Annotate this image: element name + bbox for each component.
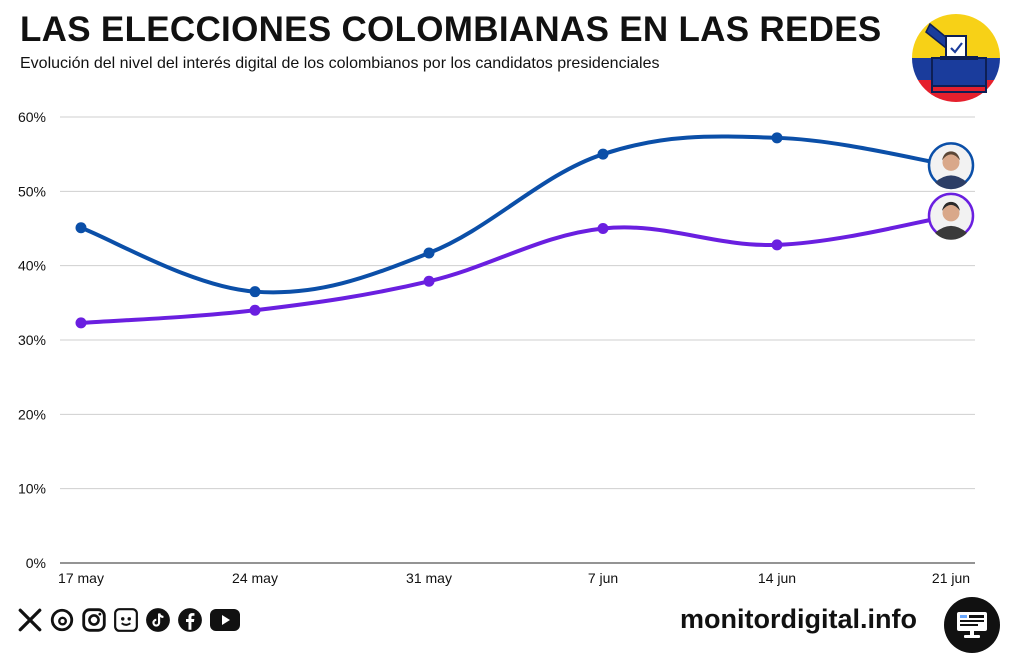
data-point[interactable]: [771, 132, 783, 144]
data-point[interactable]: [423, 275, 435, 287]
y-tick-label: 50%: [18, 183, 46, 199]
ballot-box-icon: [912, 14, 1000, 102]
y-tick-label: 10%: [18, 481, 46, 497]
x-tick-label: 24 may: [232, 570, 278, 586]
data-point[interactable]: [249, 286, 261, 298]
y-tick-label: 0%: [26, 555, 46, 571]
tiktok-icon[interactable]: [144, 606, 172, 634]
bluesky-icon[interactable]: [112, 606, 140, 634]
x-tick-label: 14 jun: [758, 570, 796, 586]
site-url[interactable]: monitordigital.info: [680, 604, 917, 634]
y-tick-label: 20%: [18, 406, 46, 422]
series-line: [79, 213, 953, 325]
chart-subtitle: Evolución del nivel del interés digital …: [20, 55, 660, 72]
instagram-icon[interactable]: [80, 606, 108, 634]
youtube-icon[interactable]: [208, 606, 242, 634]
data-point[interactable]: [771, 239, 783, 251]
x-icon[interactable]: [16, 606, 44, 634]
data-point[interactable]: [597, 223, 609, 234]
social-icons: [16, 606, 242, 634]
facebook-icon[interactable]: [176, 606, 204, 634]
x-tick-label: 7 jun: [588, 570, 618, 586]
axis-ticks: 0% 10% 20% 30% 40% 50% 60% 17 may 24 may 31 may 7 …: [18, 109, 970, 586]
data-point[interactable]: [597, 148, 609, 160]
series-line: [79, 134, 953, 295]
data-point[interactable]: [75, 317, 87, 329]
candidate-photo-icon: [927, 142, 975, 190]
line-chart: 0% 10% 20% 30% 40% 50% 60% 17 may 24 may 31 may 7 …: [18, 109, 975, 586]
gridlines: [60, 116, 975, 564]
data-point[interactable]: [75, 222, 87, 234]
x-tick-label: 31 may: [406, 570, 452, 586]
series: [75, 132, 975, 329]
data-point[interactable]: [249, 304, 261, 316]
x-tick-label: 17 may: [58, 570, 104, 586]
monitor-icon: [944, 597, 1000, 653]
data-point[interactable]: [423, 247, 435, 259]
candidate-photo-icon: [927, 192, 975, 240]
chart-title: LAS ELECCIONES COLOMBIANAS EN LAS REDES: [20, 10, 882, 49]
threads-icon[interactable]: [48, 606, 76, 634]
y-tick-label: 40%: [18, 258, 46, 274]
x-tick-label: 21 jun: [932, 570, 970, 586]
y-tick-label: 30%: [18, 332, 46, 348]
y-tick-label: 60%: [18, 109, 46, 125]
